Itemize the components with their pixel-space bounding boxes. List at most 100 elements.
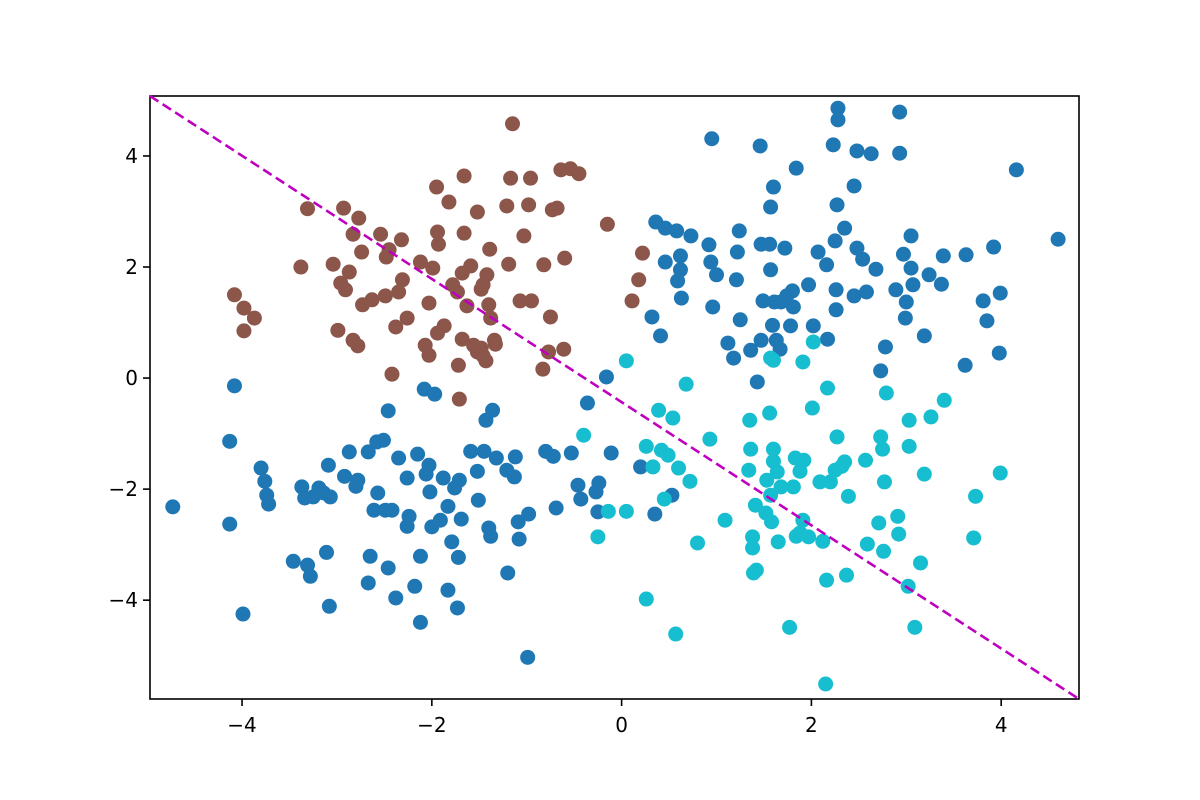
scatter-point	[772, 341, 788, 357]
scatter-point	[968, 488, 984, 504]
scatter-point	[618, 353, 634, 369]
scatter-point	[362, 548, 378, 564]
scatter-point	[380, 560, 396, 576]
scatter-point	[702, 431, 718, 447]
scatter-point	[815, 533, 831, 549]
scatter-point	[795, 354, 811, 370]
scatter-point	[871, 515, 887, 531]
scatter-point	[818, 676, 834, 692]
scatter-point	[165, 499, 181, 515]
scatter-point	[651, 402, 667, 418]
scatter-point	[456, 168, 472, 184]
scatter-point	[876, 543, 892, 559]
scatter-point	[991, 345, 1007, 361]
scatter-point	[890, 508, 906, 524]
scatter-point	[512, 293, 528, 309]
scatter-point	[743, 342, 759, 358]
y-tick-label: 2	[125, 255, 138, 279]
scatter-point	[618, 503, 634, 519]
scatter-point	[350, 338, 366, 354]
scatter-point	[921, 267, 937, 283]
scatter-point	[763, 199, 779, 215]
scatter-point	[801, 277, 817, 293]
scatter-point	[683, 228, 699, 244]
scatter-point	[765, 441, 781, 457]
scatter-point	[236, 300, 252, 316]
scatter-point	[236, 323, 252, 339]
scatter-point	[742, 412, 758, 428]
scatter-point	[837, 454, 853, 470]
scatter-point	[430, 236, 446, 252]
scatter-point	[673, 290, 689, 306]
scatter-point	[459, 298, 475, 314]
scatter-point	[897, 310, 913, 326]
x-tick-label: 4	[995, 713, 1008, 737]
scatter-point	[486, 332, 502, 348]
scatter-point	[769, 464, 785, 480]
scatter-point	[506, 469, 522, 485]
scatter-point	[765, 352, 781, 368]
scatter-point	[516, 228, 532, 244]
scatter-point	[545, 448, 561, 464]
scatter-point	[701, 237, 717, 253]
scatter-point	[436, 318, 452, 334]
scatter-point	[427, 386, 443, 402]
scatter-point	[634, 245, 650, 261]
scatter-point	[370, 485, 386, 501]
scatter-point	[536, 257, 552, 273]
scatter-point	[657, 254, 673, 270]
scatter-point	[878, 385, 894, 401]
scatter-point	[801, 529, 817, 545]
scatter-point	[763, 262, 779, 278]
scatter-point	[421, 295, 437, 311]
decision-line	[149, 94, 1080, 701]
x-tick-label: −2	[417, 713, 446, 737]
scatter-point	[903, 228, 919, 244]
scatter-point	[829, 429, 845, 445]
scatter-point	[709, 267, 725, 283]
scatter-point	[877, 339, 893, 355]
scatter-point	[717, 512, 733, 528]
scatter-point	[557, 250, 573, 266]
scatter-point	[875, 441, 891, 457]
scatter-point	[668, 626, 684, 642]
scatter-point	[876, 474, 892, 490]
scatter-point	[846, 288, 862, 304]
scatter-point	[401, 508, 417, 524]
scatter-point	[440, 582, 456, 598]
scatter-point	[892, 104, 908, 120]
scatter-point	[451, 472, 467, 488]
scatter-point	[633, 459, 649, 475]
scatter-point	[731, 223, 747, 239]
scatter-point	[855, 251, 871, 267]
scatter-point	[541, 344, 557, 360]
scatter-point	[656, 491, 672, 507]
scatter-point	[360, 444, 376, 460]
scatter-point	[682, 473, 698, 489]
scatter-point	[412, 614, 428, 630]
scatter-point	[624, 293, 640, 309]
scatter-point	[840, 488, 856, 504]
scatter-point	[669, 223, 685, 239]
scatter-point	[576, 427, 592, 443]
scatter-point	[873, 429, 889, 445]
scatter-point	[337, 468, 353, 484]
scatter-point	[762, 236, 778, 252]
scatter-point	[631, 272, 647, 288]
scatter-point	[355, 297, 371, 313]
scatter-point	[523, 170, 539, 186]
scatter-point	[412, 254, 428, 270]
scatter-point	[511, 531, 527, 547]
scatter-point	[638, 591, 654, 607]
scatter-point	[849, 240, 865, 256]
scatter-point	[325, 256, 341, 272]
scatter-point	[704, 131, 720, 147]
scatter-point	[504, 116, 520, 132]
scatter-point	[456, 225, 472, 241]
scatter-point	[796, 452, 812, 468]
scatter-point	[958, 247, 974, 263]
scatter-point	[393, 232, 409, 248]
scatter-point	[863, 146, 879, 162]
scatter-point	[839, 567, 855, 583]
